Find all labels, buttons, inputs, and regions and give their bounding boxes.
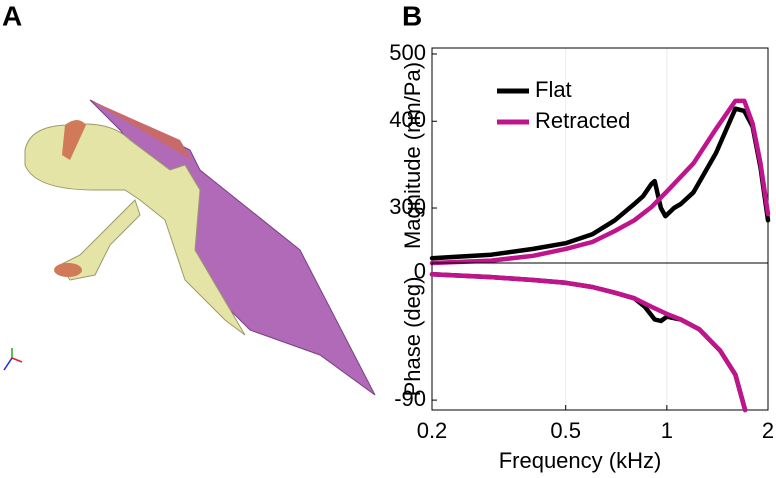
plot-frame bbox=[431, 262, 769, 411]
legend-label: Flat bbox=[535, 77, 572, 102]
y-tick-label: -90 bbox=[394, 386, 426, 411]
footplate bbox=[54, 263, 82, 277]
stapes bbox=[59, 199, 141, 281]
render-3d bbox=[3, 99, 376, 396]
x-tick-label: 0.2 bbox=[417, 418, 448, 443]
series-line bbox=[429, 272, 748, 413]
series-line bbox=[429, 272, 748, 413]
y-tick-label: 0 bbox=[414, 259, 426, 284]
x-tick-label: 0.5 bbox=[550, 418, 581, 443]
panel-label: B bbox=[402, 0, 422, 31]
legend-label: Retracted bbox=[535, 108, 630, 133]
series-line bbox=[429, 106, 771, 261]
y-axis-label: Magnitude (nm/Pa) bbox=[400, 62, 425, 249]
panel-label: A bbox=[2, 0, 22, 31]
membrane-edge bbox=[90, 100, 192, 160]
y-tick-label: 300 bbox=[389, 194, 426, 219]
axis-z3d bbox=[3, 357, 13, 371]
y-tick-label: 500 bbox=[389, 40, 426, 65]
x-tick-label: 2 bbox=[762, 418, 774, 443]
ligament bbox=[62, 120, 86, 160]
ossicles bbox=[24, 123, 246, 336]
x-tick-label: 1 bbox=[661, 418, 673, 443]
y-tick-label: 400 bbox=[389, 107, 426, 132]
series-line bbox=[429, 98, 771, 266]
x-axis-label: Frequency (kHz) bbox=[499, 448, 662, 473]
axis-x3d bbox=[11, 357, 23, 363]
y-axis-label: Phase (deg) bbox=[400, 277, 425, 397]
